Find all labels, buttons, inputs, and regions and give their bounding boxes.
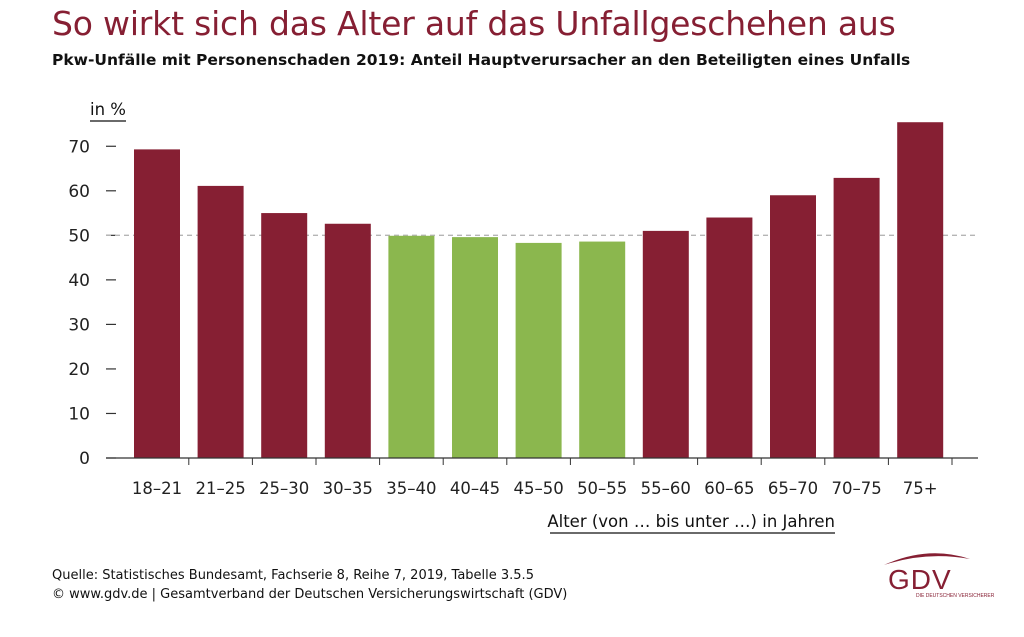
gdv-logo: GDV DIE DEUTSCHEN VERSICHERER [884, 553, 995, 599]
x-tick-label-45–50: 45–50 [513, 479, 563, 498]
bar-21–25 [197, 185, 244, 458]
y-axis-tick-group: 0 10 20 30 40 50 60 70 [68, 137, 116, 469]
x-tick-label-60–65: 60–65 [704, 479, 754, 498]
bar-75+ [897, 122, 944, 459]
x-tick-label-18–21: 18–21 [132, 479, 182, 498]
x-axis-label: Alter (von … bis unter …) in Jahren [547, 512, 835, 531]
logo-text: GDV [888, 564, 952, 595]
y-tick-label-40: 40 [68, 271, 90, 291]
x-tick-label-55–60: 55–60 [641, 479, 691, 498]
x-tick-label-40–45: 40–45 [450, 479, 500, 498]
x-tick-label-65–70: 65–70 [768, 479, 818, 498]
x-tick-label-35–40: 35–40 [386, 479, 436, 498]
y-tick-label-50: 50 [68, 226, 90, 246]
x-tick-label-25–30: 25–30 [259, 479, 309, 498]
bar-35–40 [388, 235, 435, 458]
chart-title: So wirkt sich das Alter auf das Unfallge… [52, 4, 896, 43]
y-tick-label-20: 20 [68, 360, 90, 380]
bars-group [134, 122, 944, 459]
x-tick-label-75+: 75+ [903, 479, 938, 498]
y-tick-label-60: 60 [68, 182, 90, 202]
bar-25–30 [261, 213, 308, 458]
bar-40–45 [452, 237, 498, 458]
y-tick-label-10: 10 [68, 404, 90, 424]
y-tick-label-30: 30 [68, 315, 90, 335]
bar-chart: 0 10 20 30 40 50 60 70 18–21 21–25 25–30 30–35 35–4… [68, 100, 978, 534]
logo-swoosh-icon [884, 553, 970, 565]
bar-50–55 [579, 241, 626, 458]
bar-65–70 [770, 195, 816, 458]
x-tick-label-30–35: 30–35 [323, 479, 373, 498]
y-axis-label: in % [90, 100, 126, 119]
y-tick-label-70: 70 [68, 137, 90, 157]
chart-subtitle: Pkw-Unfälle mit Personenschaden 2019: An… [52, 51, 911, 69]
bar-55–60 [642, 230, 689, 458]
x-tick-label-21–25: 21–25 [195, 479, 245, 498]
source-line: Quelle: Statistisches Bundesamt, Fachser… [52, 568, 534, 583]
x-tick-label-50–55: 50–55 [577, 479, 627, 498]
logo-tagline: DIE DEUTSCHEN VERSICHERER [916, 593, 995, 599]
bar-45–50 [515, 242, 562, 458]
y-tick-label-0: 0 [79, 449, 90, 469]
copyright-line: © www.gdv.de | Gesamtverband der Deutsch… [52, 587, 568, 602]
bar-18–21 [134, 149, 180, 458]
x-tick-label-group: 18–21 21–25 25–30 30–35 35–40 40–45 45–50 50–55… [132, 458, 953, 498]
bar-60–65 [706, 217, 753, 458]
bar-70–75 [833, 177, 880, 459]
bar-30–35 [324, 223, 371, 458]
x-tick-label-70–75: 70–75 [831, 479, 881, 498]
source-note: Quelle: Statistisches Bundesamt, Fachser… [52, 566, 567, 604]
